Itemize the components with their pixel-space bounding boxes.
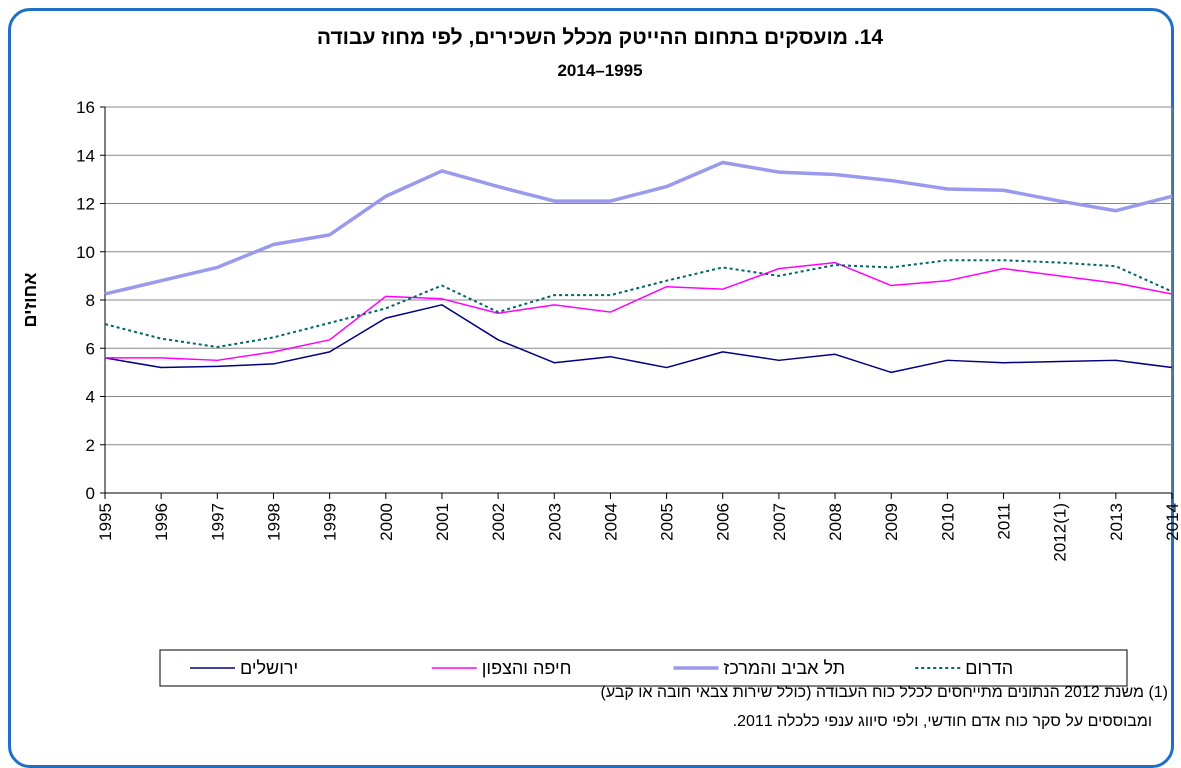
x-tick-label: 1997	[208, 503, 227, 541]
legend-label: תל אביב והמרכז	[724, 658, 846, 678]
x-tick-label: 2010	[938, 503, 957, 541]
x-tick-label: 2008	[826, 503, 845, 541]
x-tick-label: 2011	[995, 503, 1014, 540]
series-line	[104, 160, 1173, 296]
x-tick-label: 2007	[770, 503, 789, 541]
footnote: (1) משנת 2012 הנתונים מתייחסים לכלל כוח …	[600, 683, 1168, 701]
x-tick-label: 2006	[714, 503, 733, 541]
y-tick-label: 8	[86, 291, 95, 310]
x-tick-label: 2001	[433, 503, 452, 541]
y-tick-label: 4	[86, 388, 95, 407]
y-tick-label: 0	[86, 484, 95, 503]
x-tick-label: 1999	[321, 503, 340, 541]
x-tick-label: 2000	[377, 503, 396, 541]
series-line	[104, 259, 1173, 349]
x-tick-label: 2004	[601, 503, 620, 541]
footnote: ומבוססים על סקר כוח אדם חודשי, ולפי סיוו…	[733, 712, 1152, 730]
x-tick-label: 1995	[96, 503, 115, 541]
y-tick-label: 2	[86, 436, 95, 455]
series-line	[104, 304, 1173, 374]
x-tick-label: 1998	[264, 503, 283, 541]
chart-subtitle: 2014–1995	[557, 61, 642, 80]
chart: 14. מועסקים בתחום ההייטק מכלל השכירים, ל…	[20, 26, 1181, 730]
y-tick-label: 16	[76, 98, 95, 117]
legend-box	[159, 649, 1128, 687]
x-tick-label: 2012(1)	[1051, 503, 1070, 562]
legend-label: ירושלים	[240, 658, 298, 678]
legend-label: הדרום	[965, 658, 1013, 678]
x-tick-label: 2002	[489, 503, 508, 541]
chart-title: 14. מועסקים בתחום ההייטק מכלל השכירים, ל…	[317, 26, 884, 49]
legend-label: חיפה והצפון	[482, 658, 572, 678]
x-tick-label: 2009	[882, 503, 901, 541]
y-tick-label: 6	[86, 339, 95, 358]
y-tick-label: 12	[76, 195, 95, 214]
x-tick-label: 2013	[1107, 503, 1126, 541]
x-tick-label: 2003	[545, 503, 564, 541]
y-axis-label: אחוזים	[20, 273, 40, 328]
page: {"chart_data": {"type": "line", "title":…	[8, 8, 1181, 768]
x-tick-label: 1996	[152, 503, 171, 541]
series-line	[105, 261, 1173, 362]
x-tick-label: 2014	[1163, 503, 1181, 541]
y-tick-label: 10	[76, 243, 95, 262]
y-tick-label: 14	[76, 146, 95, 165]
x-tick-label: 2005	[658, 503, 677, 541]
